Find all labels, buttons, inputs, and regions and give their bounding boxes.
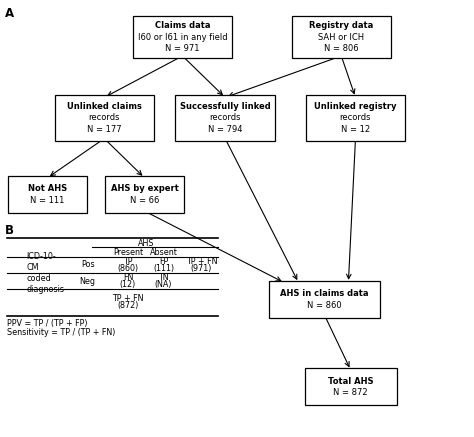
FancyBboxPatch shape [175,95,275,141]
Text: TN: TN [158,273,169,282]
FancyBboxPatch shape [55,95,154,141]
FancyBboxPatch shape [105,176,183,213]
Text: N = 872: N = 872 [333,388,368,397]
Text: TP: TP [123,257,133,266]
Text: N = 66: N = 66 [130,196,159,205]
Text: Unlinked claims: Unlinked claims [67,102,142,111]
FancyBboxPatch shape [292,16,391,58]
Text: AHS in claims data: AHS in claims data [281,289,369,298]
Text: TP + FN: TP + FN [186,257,217,266]
Text: AHS by expert: AHS by expert [110,184,179,193]
FancyBboxPatch shape [304,368,397,406]
Text: A: A [5,7,14,20]
Text: (NA): (NA) [155,280,172,289]
Text: (860): (860) [118,264,138,273]
Text: Not AHS: Not AHS [28,184,67,193]
Text: N = 806: N = 806 [324,44,359,53]
FancyBboxPatch shape [306,95,405,141]
Text: N = 794: N = 794 [208,125,242,134]
Text: (872): (872) [117,302,139,310]
Text: FN: FN [123,273,133,282]
Text: Absent: Absent [150,248,177,257]
Text: N = 177: N = 177 [87,125,122,134]
Text: N = 860: N = 860 [307,301,342,309]
Text: I60 or I61 in any field: I60 or I61 in any field [137,33,228,42]
Text: Unlinked registry: Unlinked registry [314,102,397,111]
Text: Pos: Pos [81,260,94,269]
Text: AHS: AHS [137,239,154,248]
Text: Present: Present [113,248,143,257]
Text: Successfully linked: Successfully linked [180,102,271,111]
Text: SAH or ICH: SAH or ICH [318,33,365,42]
Text: Total AHS: Total AHS [328,377,374,385]
Text: records: records [89,114,120,122]
Text: (111): (111) [153,264,174,273]
Text: (971): (971) [191,264,212,273]
Text: N = 12: N = 12 [341,125,370,134]
Text: N = 111: N = 111 [30,196,64,205]
Text: Claims data: Claims data [155,21,210,30]
FancyBboxPatch shape [269,281,380,318]
Text: records: records [340,114,371,122]
Text: Neg: Neg [80,277,96,286]
FancyBboxPatch shape [133,16,232,58]
Text: TP + FN: TP + FN [112,295,144,303]
Text: ICD-10-
CM
coded
diagnosis: ICD-10- CM coded diagnosis [26,252,64,294]
Text: B: B [5,224,14,237]
Text: Registry data: Registry data [309,21,374,30]
FancyBboxPatch shape [9,176,86,213]
Text: N = 971: N = 971 [165,44,200,53]
Text: (12): (12) [120,280,136,289]
Text: records: records [210,114,241,122]
Text: Sensitivity = TP / (TP + FN): Sensitivity = TP / (TP + FN) [7,328,116,336]
Text: PPV = TP / (TP + FP): PPV = TP / (TP + FP) [7,319,88,328]
Text: FP: FP [159,257,168,266]
